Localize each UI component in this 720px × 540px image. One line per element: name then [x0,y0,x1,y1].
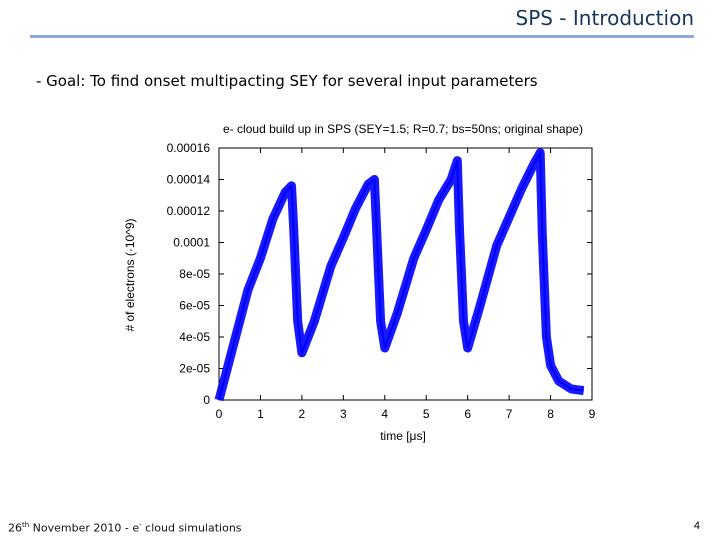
footer-ordinal: th [22,521,30,530]
y-tick-label: 6e-05 [179,299,210,313]
footer: 26th November 2010 - e- cloud simulation… [8,521,242,535]
footer-superscript: - [139,521,142,530]
y-tick-label: 2e-05 [179,362,210,376]
y-tick-label: 0.00012 [167,204,211,218]
footer-day: 26 [8,522,22,535]
x-tick-label: 1 [257,407,264,421]
x-tick-label: 3 [340,407,347,421]
x-tick-label: 4 [381,407,388,421]
y-axis: 0 2e-05 4e-05 6e-05 8e-05 0.0001 0.00012 0.0001… [167,141,592,407]
x-tick-label: 6 [464,407,471,421]
page-number: 4 [693,520,700,532]
y-tick-label: 0.00016 [167,141,211,155]
title-divider [30,35,694,38]
x-axis-label: time [μs] [380,429,426,443]
series-line [218,149,584,401]
x-tick-label: 2 [299,407,306,421]
x-tick-label: 8 [547,407,554,421]
series-band [214,148,585,402]
footer-date: November 2010 - e [29,522,140,535]
x-tick-label: 5 [423,407,430,421]
slide-title: SPS - Introduction [515,6,695,30]
chart-title: e- cloud build up in SPS (SEY=1.5; R=0.7… [223,122,583,136]
footer-topic: cloud simulations [141,522,242,535]
y-axis-label: # of electrons (·10^9) [123,218,137,331]
y-tick-label: 0.0001 [173,236,210,250]
y-tick-label: 0 [203,393,210,407]
y-tick-label: 4e-05 [179,330,210,344]
y-tick-label: 8e-05 [179,267,210,281]
x-tick-label: 0 [216,407,223,421]
x-tick-label: 9 [589,407,596,421]
goal-text: - Goal: To find onset multipacting SEY f… [36,72,538,90]
y-tick-label: 0.00014 [167,173,211,187]
x-tick-label: 7 [506,407,513,421]
